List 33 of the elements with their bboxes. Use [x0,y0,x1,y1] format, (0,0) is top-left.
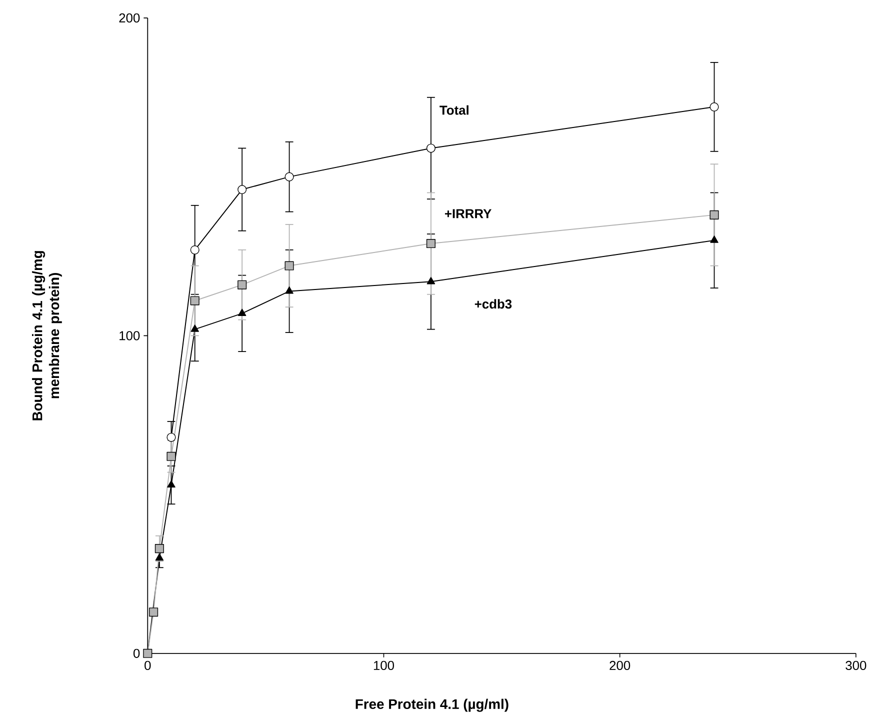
series-label: +IRRRY [444,209,492,218]
text: Total [440,105,468,115]
point [190,324,199,332]
x-tick-label: 100 [374,660,394,670]
series-label: +cdb3 [474,299,512,309]
point [155,553,164,561]
point [190,296,200,306]
point [284,172,294,182]
point [710,102,719,112]
point [238,280,247,290]
x-tick-label: 300 [846,660,866,670]
x-axis-title: Free Protein 4.1 (µg/ml) [356,698,508,712]
x-tick-label: 200 [610,660,630,670]
point [285,286,294,294]
point [190,245,200,254]
point [238,184,247,194]
point [710,210,719,220]
point [166,432,176,442]
y-axis-title: Bound Protein 4.1 (µg/mg membrane protein) [32,250,62,420]
point [426,276,436,284]
point [426,238,436,248]
point [238,308,246,316]
y-tick-label: 100 [120,330,140,340]
point [166,452,176,461]
point [284,261,294,270]
y-tick-label: 0 [133,648,140,658]
point [710,236,718,243]
point [426,144,436,153]
x-tick-label: 0 [144,660,151,670]
point [149,607,158,617]
point [154,544,164,553]
point [167,480,176,488]
y-tick-label: 200 [119,13,140,22]
